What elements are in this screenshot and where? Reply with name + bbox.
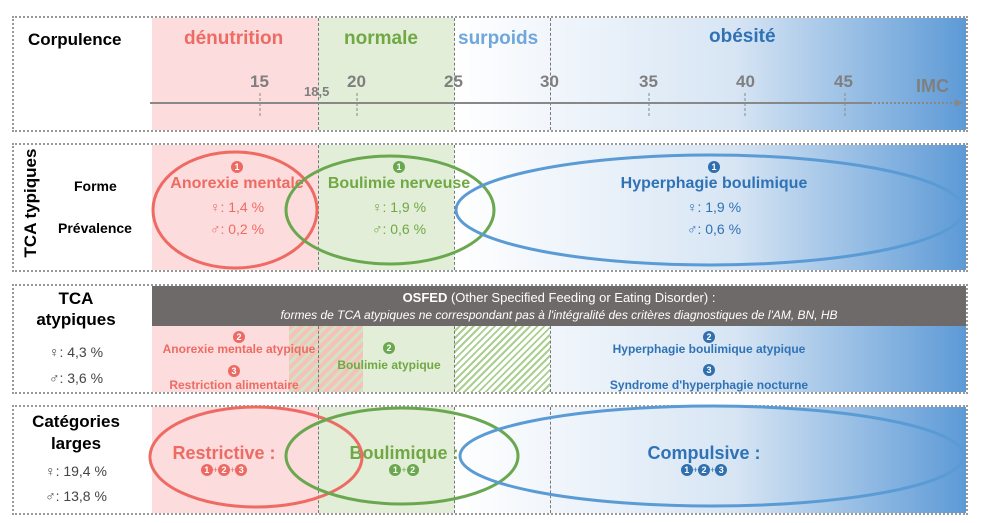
hyperphagie-atypique: 2 Hyperphagie boulimique atypique <box>612 331 806 356</box>
prevalence-male: ♂: 0,6 % <box>371 221 427 237</box>
anorexie-atypique: 2 Anorexie mentale atypique <box>162 331 316 356</box>
boulimie-nerveuse: 1 Boulimie nerveuse ♀: 1,9 % ♂: 0,6 % <box>314 157 484 237</box>
anorexie-ellipse <box>151 150 319 270</box>
hyperphagie-boulimique: 1 Hyperphagie boulimique ♀: 1,9 % ♂: 0,6… <box>614 157 814 237</box>
corpulence-row: Corpulence dénutrition normale surpoids … <box>12 16 968 132</box>
tick-25: 25 <box>444 72 463 91</box>
number-badge: 1 <box>393 161 405 173</box>
tick-35: 35 <box>639 72 658 91</box>
compulsive: Compulsive : 1 +2 +3 <box>647 443 761 476</box>
zone-normale <box>318 18 454 130</box>
prevalence-male: ♂: 3,6 % <box>48 370 104 386</box>
tick-18-5: 18,5 <box>304 84 330 99</box>
zone-label-denutrition: dénutrition <box>184 28 284 49</box>
tick-45: 45 <box>834 72 853 91</box>
prevalence-female: ♀: 4,3 % <box>48 344 104 360</box>
prevalence-male: ♂: 0,2 % <box>209 221 265 237</box>
zone-surpoids-obesite <box>454 18 966 130</box>
prevalence-male: ♂: 0,6 % <box>686 221 742 237</box>
tca-typiques-row: TCA typiques Forme Prévalence 1 Anorexie… <box>12 143 968 272</box>
osfed-banner: OSFED (Other Specified Feeding or Eating… <box>152 286 966 326</box>
number-badge: 1 <box>231 161 243 173</box>
hyperphagie-nocturne: 3 Syndrome d'hyperphagie nocturne <box>609 364 809 392</box>
restrictive-ellipse <box>148 405 364 509</box>
zone-denutrition <box>152 18 318 130</box>
anorexie-mentale: 1 Anorexie mentale ♀: 1,4 % ♂: 0,2 % <box>152 157 322 237</box>
row-label-tca-atypiques: TCA atypiques <box>36 289 116 329</box>
boulimique: Boulimique : 1 +2 <box>349 443 459 476</box>
prevalence-female: ♀: 1,9 % <box>371 199 427 215</box>
boulimie-ellipse <box>284 154 496 266</box>
label-forme: Forme <box>74 178 117 194</box>
tick-40: 40 <box>736 72 755 91</box>
tick-30: 30 <box>540 72 559 91</box>
prevalence-female: ♀: 19,4 % <box>45 463 107 479</box>
zone-label-obesite: obésité <box>709 26 776 47</box>
compulsive-ellipse <box>458 404 966 508</box>
axis-label-imc: IMC <box>916 76 949 96</box>
name: Boulimie nerveuse <box>327 175 471 192</box>
axis-arrow-icon <box>955 99 963 107</box>
osfed-subtitle: formes de TCA atypiques ne correspondant… <box>280 308 838 322</box>
hyperphagie-ellipse <box>454 153 966 267</box>
categories-larges-row: Catégories larges ♀: 19,4 % ♂: 13,8 % Res… <box>12 405 968 515</box>
prevalence-female: ♀: 1,9 % <box>686 199 742 215</box>
boulimique-ellipse <box>284 406 520 506</box>
name: Anorexie mentale <box>170 175 304 192</box>
zone-label-surpoids: surpoids <box>458 28 539 49</box>
restriction-alimentaire: 3 Restriction alimentaire <box>169 365 299 392</box>
tick-20: 20 <box>347 72 366 91</box>
tick-15: 15 <box>250 72 269 91</box>
osfed-description: (Other Specified Feeding or Eating Disor… <box>447 290 716 305</box>
restrictive: Restrictive : 1 +2 +3 <box>172 443 276 476</box>
row-label-categories-larges: Catégories larges <box>32 412 120 453</box>
prevalence-female: ♀: 1,4 % <box>209 199 265 215</box>
prevalence-male: ♂: 13,8 % <box>45 488 107 504</box>
zone-label-normale: normale <box>344 28 418 49</box>
boulimie-atypique: 2 Boulimie atypique <box>337 342 441 372</box>
tca-atypiques-row: OSFED (Other Specified Feeding or Eating… <box>12 284 968 394</box>
osfed-title: OSFED <box>402 290 448 305</box>
name: Hyperphagie boulimique <box>620 175 808 192</box>
row-label-corpulence: Corpulence <box>28 30 122 49</box>
number-badge: 1 <box>708 161 720 173</box>
label-prevalence: Prévalence <box>58 220 132 236</box>
